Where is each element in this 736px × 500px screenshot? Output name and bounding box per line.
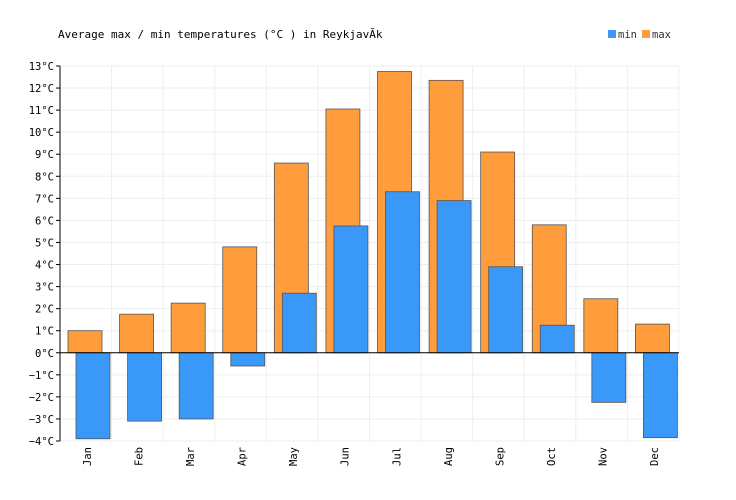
legend-swatch-max [642, 30, 650, 38]
bar-min-oct [539, 324, 575, 354]
y-tick-label: −4°C [29, 436, 54, 448]
bar-max-mar [170, 302, 206, 354]
y-tick-label: 4°C [35, 260, 54, 272]
bar-min-mar [178, 352, 214, 420]
legend-label-min: min [618, 29, 637, 41]
bar-max-feb [119, 313, 154, 354]
legend-label-max: max [652, 29, 671, 41]
legend: min max [608, 29, 671, 41]
y-tick-label: 11°C [29, 105, 54, 117]
bars [67, 71, 678, 440]
bar-max-jan [67, 330, 103, 354]
x-tick-label: Apr [237, 447, 249, 466]
bar-max-nov [583, 298, 619, 354]
bar-min-jul [385, 191, 420, 354]
y-tick-label: −3°C [29, 414, 54, 426]
x-axis-ticks: Jan Feb Mar Apr May Jun Jul Aug Sep Oct Nov Dec [82, 447, 661, 466]
bar-min-may [281, 292, 317, 354]
x-tick-label: Jul [391, 447, 403, 466]
y-tick-label: 2°C [35, 304, 54, 316]
x-tick-label: Jan [82, 447, 94, 466]
x-tick-label: Jun [340, 447, 352, 466]
bar-max-apr [222, 246, 258, 354]
y-tick-label: −1°C [29, 370, 54, 382]
bar-max-dec [635, 323, 670, 354]
y-tick-label: 5°C [35, 237, 54, 249]
y-tick-label: 6°C [35, 215, 54, 227]
x-tick-label: Mar [185, 447, 197, 466]
x-tick-label: Feb [133, 447, 145, 466]
x-tick-label: May [288, 447, 300, 466]
axes [56, 65, 679, 442]
y-tick-label: 1°C [35, 326, 54, 338]
bar-min-nov [591, 352, 627, 403]
y-tick-label: 12°C [29, 83, 54, 95]
bar-min-jan [75, 352, 111, 440]
bar-min-sep [488, 266, 524, 354]
y-tick-label: 9°C [35, 149, 54, 161]
y-tick-label: 7°C [35, 193, 54, 205]
bar-min-aug [436, 200, 472, 354]
y-tick-label: 10°C [29, 127, 54, 139]
y-axis-ticks: −4°C −3°C −2°C −1°C 0°C 1°C 2°C 3°C 4°C 5°C 6°C 7°C… [29, 61, 54, 448]
bar-min-jun [333, 225, 369, 354]
x-tick-label: Sep [494, 447, 506, 466]
x-tick-label: Dec [649, 447, 661, 466]
bar-min-feb [127, 352, 162, 422]
bar-min-dec [643, 352, 678, 439]
grid [59, 65, 680, 442]
legend-swatch-min [608, 30, 616, 38]
x-tick-label: Nov [598, 447, 610, 466]
y-tick-label: 0°C [35, 348, 54, 360]
y-tick-label: 8°C [35, 171, 54, 183]
chart-title: Average max / min temperatures (°C ) in … [58, 28, 383, 41]
bar-min-apr [230, 352, 266, 367]
x-tick-label: Aug [443, 447, 455, 466]
y-tick-label: −2°C [29, 392, 54, 404]
y-tick-label: 13°C [29, 61, 54, 73]
y-tick-label: 3°C [35, 282, 54, 294]
x-tick-label: Oct [546, 447, 558, 466]
